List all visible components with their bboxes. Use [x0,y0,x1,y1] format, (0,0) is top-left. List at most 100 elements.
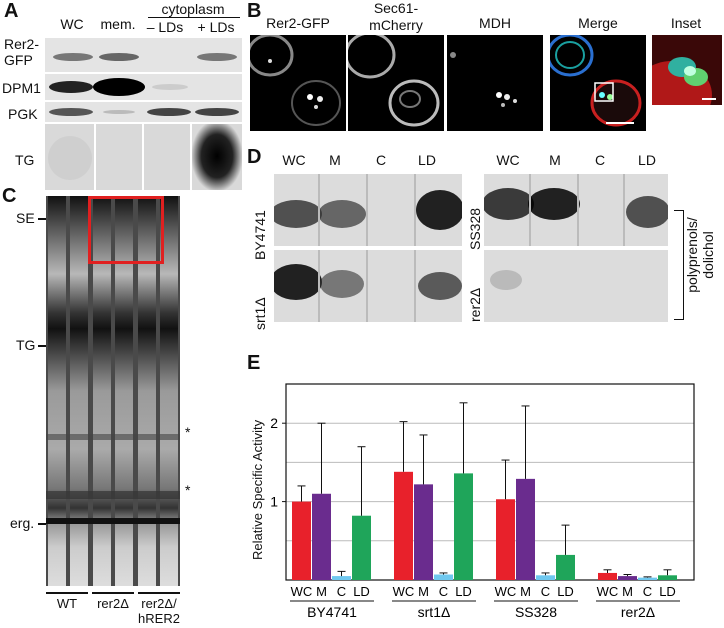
highlight-box [88,196,164,264]
micrograph-inset [652,35,722,105]
e-xtick-label: LD [659,584,676,599]
d-strain-rer2: rer2Δ [467,287,483,322]
e-group-label: srt1Δ [418,604,451,620]
blot-rer2-gfp [45,38,242,72]
lane-label-wt: WT [56,596,78,611]
e-ylabel: Relative Specific Activity [250,419,265,560]
e-xtick-label: WC [393,584,415,599]
micrograph-merge [550,35,646,131]
e-xtick-label: WC [495,584,517,599]
tlc-plate [46,196,180,586]
col-label-mem: mem. [100,16,136,32]
panel-label-e: E [247,352,261,374]
blot-pgk [45,102,242,122]
lane-group-line-wt [46,592,88,594]
d-strain-srt1: srt1Δ [252,297,268,330]
marker-se: SE [16,210,35,226]
channel-label-rer2-gfp: Rer2-GFP [266,15,330,31]
e-xtick-label: LD [353,584,370,599]
d-strain-by4741: BY4741 [252,210,268,260]
d-right-col-c: C [594,152,606,168]
marker-erg-tick [38,523,46,525]
e-bar [332,576,351,580]
micrograph-mdh [447,35,543,131]
d-blot-ss328 [482,174,670,246]
e-bar [598,572,617,580]
lane-group-line-rer2 [92,592,134,594]
blot-tg [45,120,243,192]
d-blot-srt1 [270,250,462,322]
row-label-tg: TG [15,152,35,168]
panel-label-a: A [4,0,19,22]
channel-label-inset: Inset [670,15,702,31]
e-bar [496,499,515,580]
d-bracket-label: polyprenols/ dolichol [684,217,716,293]
col-label-plus-lds: + LDs [197,19,235,35]
d-strain-ss328: SS328 [467,207,483,250]
panel-label-b: B [247,0,262,22]
e-bar [638,577,657,580]
panel-label-d: D [247,146,262,168]
blot-dpm1 [45,74,242,100]
e-xtick-label: WC [597,584,619,599]
e-bar [536,575,555,580]
e-ytick-label: 1 [270,494,278,510]
e-group-label: rer2Δ [621,604,655,620]
e-bar [312,493,331,580]
e-xtick-label: M [622,584,633,599]
cytoplasm-header: cytoplasm [161,1,225,17]
e-bar [618,576,637,580]
micrograph-rer2-gfp [250,35,346,131]
e-bar [454,473,473,580]
channel-label-sec61: Sec61- mCherry [369,0,423,33]
e-xtick-label: M [418,584,429,599]
e-plot-frame [285,383,695,581]
e-xtick-label: LD [557,584,574,599]
lane-label-hrer2: rer2Δ/ hRER2 [138,596,180,626]
e-bar [414,484,433,580]
channel-label-merge: Merge [578,15,618,31]
row-label-pgk: PGK [8,106,38,122]
lane-group-line-hrer2 [138,592,180,594]
e-xtick-label: C [541,584,550,599]
d-bracket [674,210,684,320]
col-label-minus-lds: – LDs [146,19,184,35]
e-xtick-label: LD [455,584,472,599]
e-bar [352,515,371,580]
d-right-col-ld: LD [638,152,656,168]
e-bar [434,574,453,580]
e-xtick-label: M [520,584,531,599]
row-label-rer2-gfp: Rer2- GFP [4,36,40,68]
d-left-col-c: C [375,152,387,168]
marker-erg: erg. [10,515,35,531]
asterisk-upper: * [185,424,191,440]
e-group-label: SS328 [515,604,557,620]
d-blot-rer2 [484,250,668,322]
col-label-wc: WC [60,16,84,32]
d-left-col-m: M [329,152,341,168]
marker-se-tick [38,218,46,220]
d-left-col-ld: LD [418,152,436,168]
e-xtick-label: WC [291,584,313,599]
e-bar [516,478,535,580]
d-left-col-wc: WC [282,152,306,168]
d-blot-by4741 [270,174,464,246]
e-group-label: BY4741 [307,604,357,620]
d-right-col-m: M [549,152,561,168]
marker-tg-tick [38,345,46,347]
e-xtick-label: M [316,584,327,599]
row-label-dpm1: DPM1 [2,80,41,96]
e-bar [292,501,311,580]
panel-label-c: C [2,185,17,207]
cytoplasm-bracket-line [148,17,240,18]
e-ytick-label: 2 [270,415,278,431]
channel-label-mdh: MDH [479,15,511,31]
e-xtick-label: C [337,584,346,599]
e-xtick-label: C [643,584,652,599]
asterisk-lower: * [185,482,191,498]
d-right-col-wc: WC [496,152,520,168]
e-bar [556,554,575,580]
lane-label-rer2: rer2Δ [97,596,129,611]
e-xtick-label: C [439,584,448,599]
